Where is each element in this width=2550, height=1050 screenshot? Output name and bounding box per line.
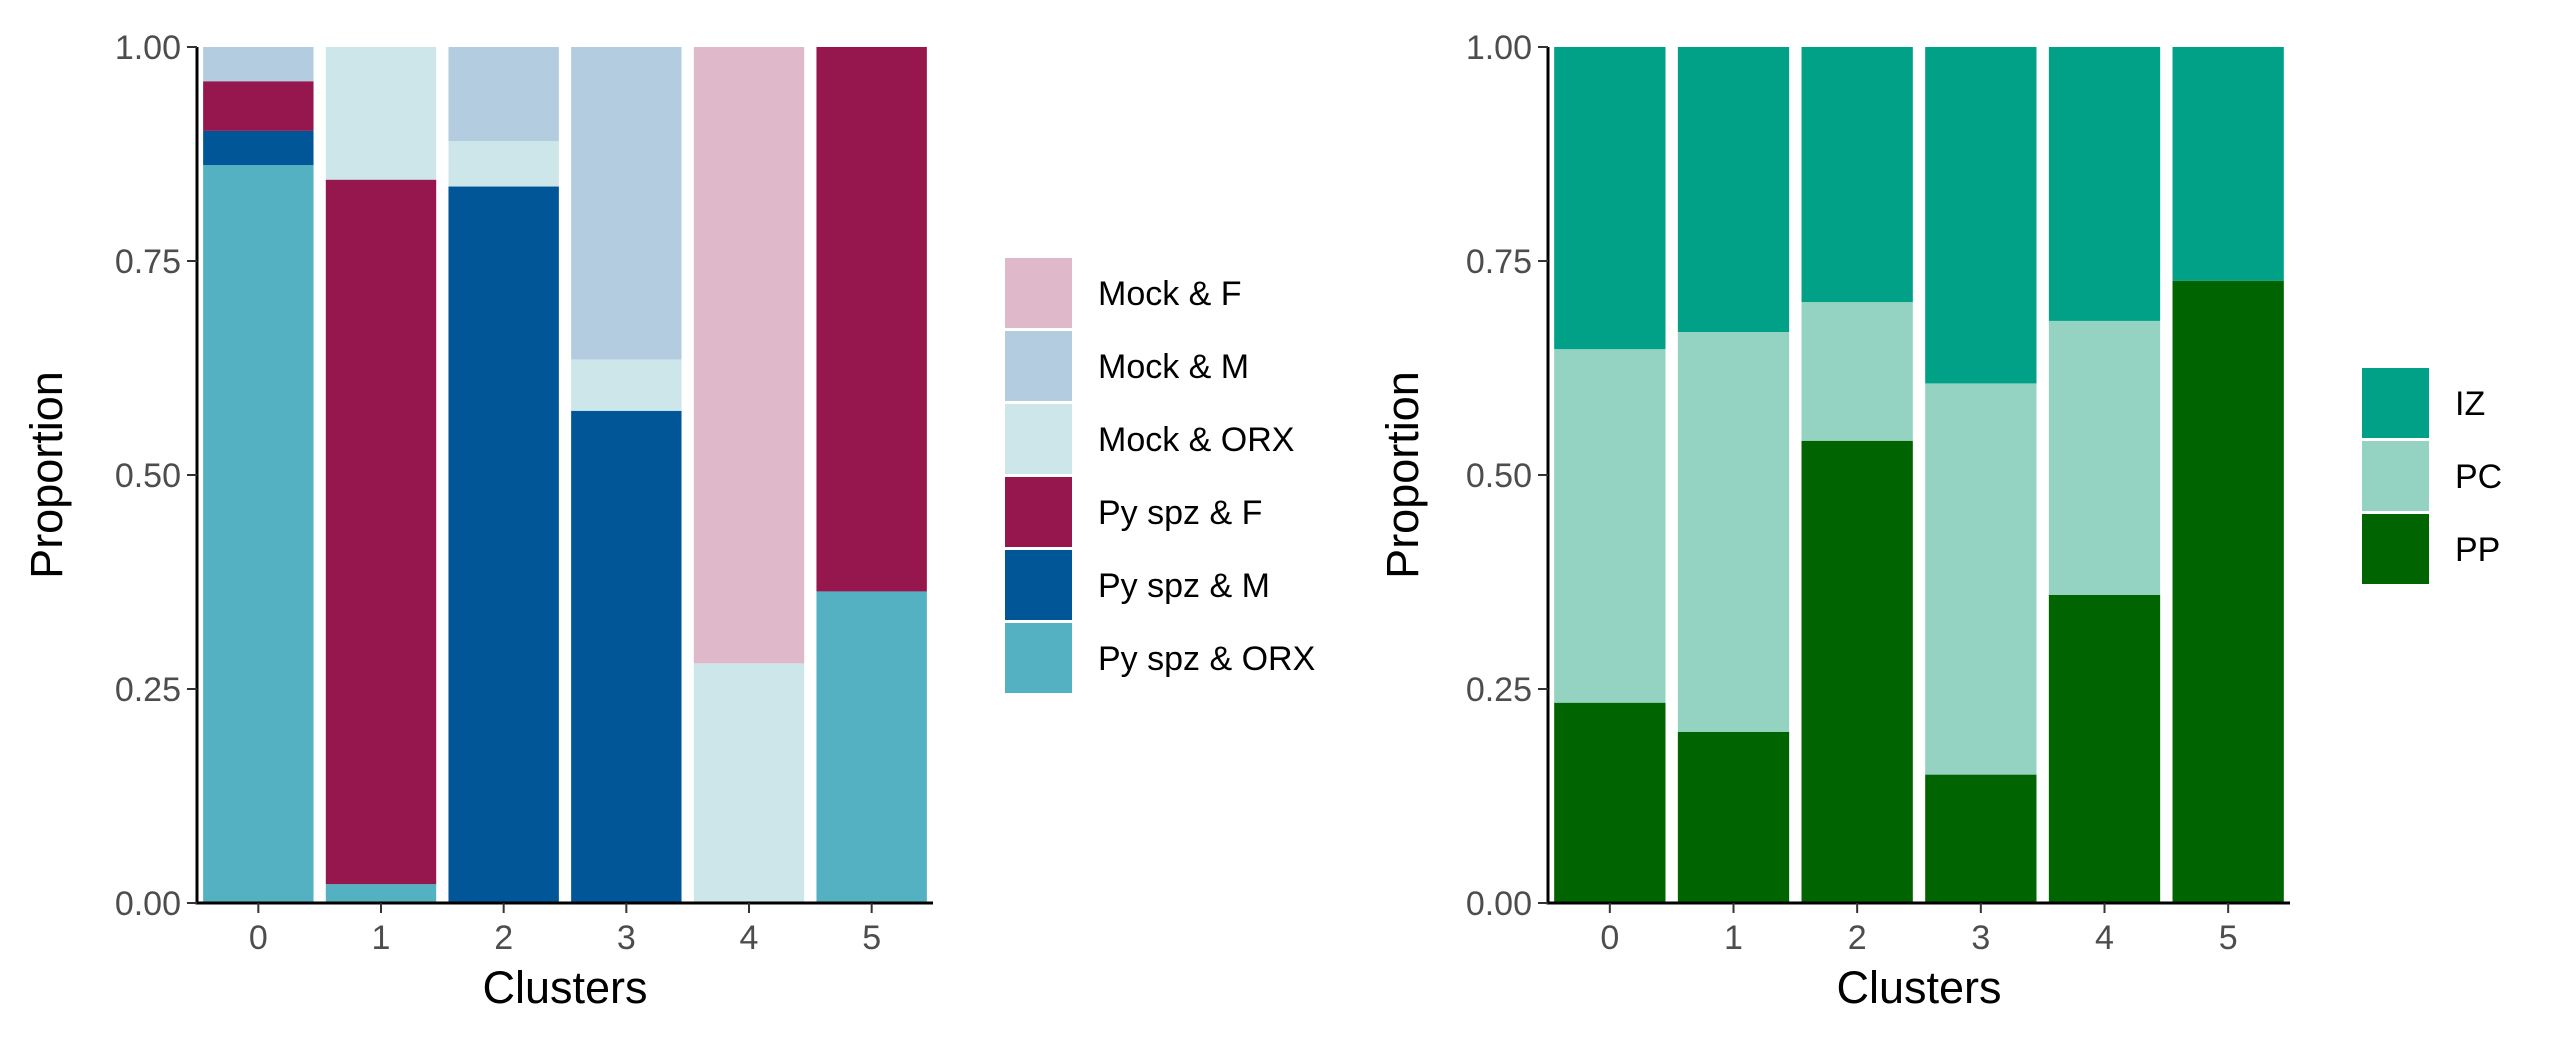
bar-segment [1925,774,2037,903]
bar-segment [1677,731,1790,903]
y-tick-label: 0.00 [115,885,181,923]
legend-label: Mock & F [1098,275,1242,313]
bar-segment [1801,47,1913,303]
bar-segment [325,47,437,180]
legend-label: Py spz & M [1098,567,1270,605]
bar-segment [816,47,927,592]
y-tick-label: 0.25 [1466,671,1532,709]
bar-segment [1801,440,1913,903]
x-tick-label: 3 [1971,919,1990,957]
legend-label: PP [2455,531,2500,569]
bar-segment [325,179,437,885]
y-tick-label: 1.00 [115,29,181,67]
legend: Mock & F Mock & M Mock & ORX Py spz & F Py s… [1005,258,1315,693]
legend-swatch [1005,331,1072,401]
y-axis-title: Proportion [1377,371,1428,579]
bar-segment [1925,383,2037,775]
bar-segment [571,359,682,411]
bar-segment [448,47,559,142]
legend-label: Mock & M [1098,348,1249,386]
x-tick-label: 2 [1848,919,1867,957]
bar-segment [1554,702,1666,903]
bar-segment [2048,594,2161,903]
legend-swatch [1005,623,1072,693]
bar-segment [816,591,927,903]
legend: IZ PC PP [2362,368,2502,584]
legend-label: Py spz & F [1098,494,1262,532]
x-axis-title: Clusters [482,962,647,1013]
bar-segment [571,410,682,903]
bar-segment [1925,47,2037,384]
y-tick-label: 0.75 [1466,243,1532,281]
bar-segment [448,186,559,903]
y-axis-title: Proportion [21,371,72,579]
x-tick-label: 1 [1724,919,1743,957]
x-tick-label: 4 [740,919,759,957]
bar-segment [2048,47,2161,321]
y-tick-label: 0.00 [1466,885,1532,923]
x-tick-label: 0 [1600,919,1619,957]
bar-segment [1677,47,1790,333]
bar-segment [325,884,437,903]
x-axis-title: Clusters [1836,962,2001,1013]
y-tick-label: 0.50 [1466,457,1532,495]
y-tick-label: 1.00 [1466,29,1532,67]
bar-segment [1801,302,1913,441]
legend-label: PC [2455,458,2502,496]
x-tick-label: 1 [372,919,391,957]
x-tick-label: 2 [494,919,513,957]
bar-segment [1554,349,1666,703]
bar-segment [2048,320,2161,595]
legend-swatch [1005,477,1072,547]
legend-swatch [1005,550,1072,620]
bar-segment [2172,47,2284,281]
bar-segment [571,47,682,360]
bar-segment [448,141,559,187]
bar-segment [203,130,314,166]
bar-segment [2172,280,2284,903]
x-tick-label: 5 [2219,919,2238,957]
bar-segment [203,47,314,82]
bar-segment [693,663,805,903]
y-tick-label: 0.25 [115,671,181,709]
legend-swatch [2362,514,2429,584]
bar-segment [1677,332,1790,732]
bar-segment [693,47,805,664]
x-tick-label: 0 [249,919,268,957]
y-tick-label: 0.75 [115,243,181,281]
legend-swatch [2362,368,2429,438]
legend-swatch [2362,441,2429,511]
legend-swatch [1005,404,1072,474]
legend-label: Py spz & ORX [1098,640,1315,678]
y-tick-label: 0.50 [115,457,181,495]
bar-segment [203,165,314,904]
legend-swatch [1005,258,1072,328]
x-tick-label: 3 [617,919,636,957]
x-tick-label: 5 [862,919,881,957]
bar-segment [1554,47,1666,350]
cluster-condition-chart: 0.00 0.25 0.50 0.75 1.00 0 1 2 3 4 5 Clusters Propor… [21,29,1315,1013]
cluster-zone-chart: 0.00 0.25 0.50 0.75 1.00 0 1 2 3 4 5 Clusters Propor… [1377,29,2502,1013]
legend-label: Mock & ORX [1098,421,1294,459]
bar-segment [203,81,314,131]
legend-label: IZ [2455,385,2485,423]
x-tick-label: 4 [2095,919,2114,957]
